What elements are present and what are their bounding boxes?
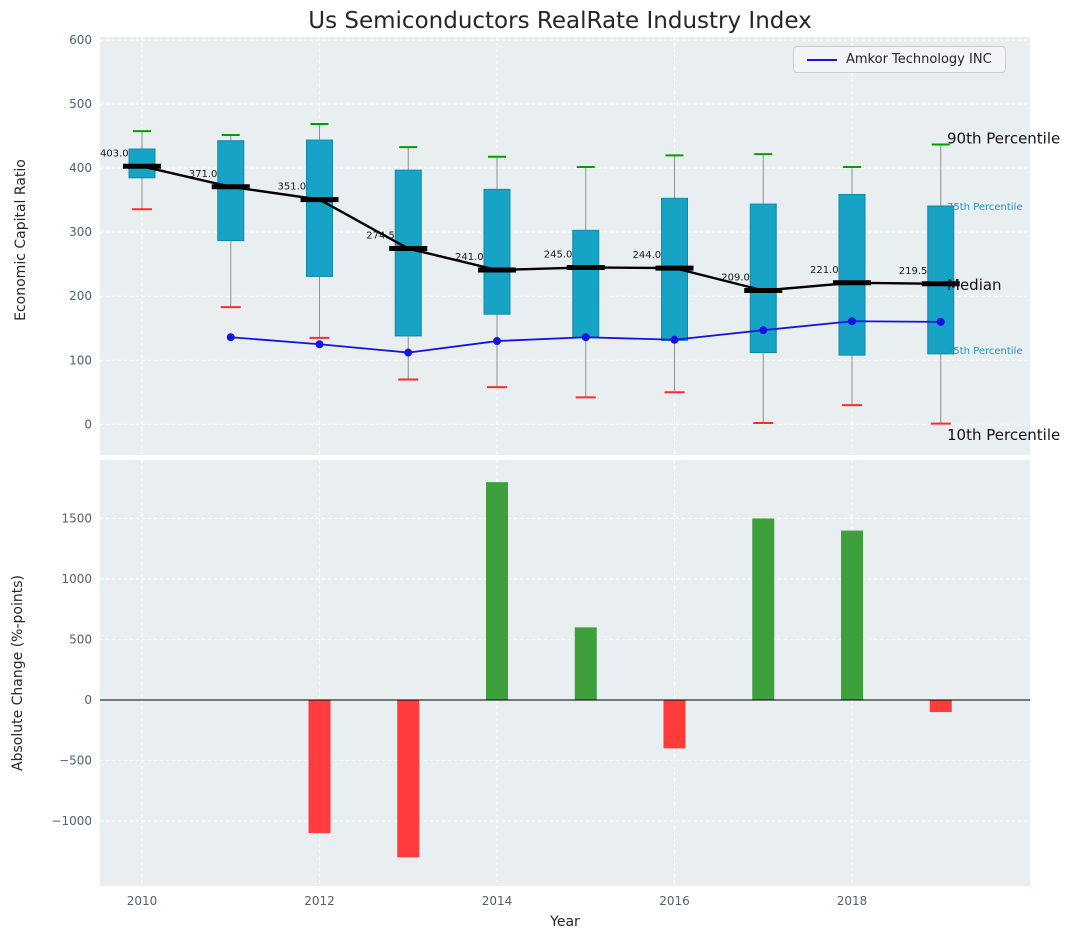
- change-bar: [841, 530, 863, 700]
- xtick-label: 2010: [127, 894, 158, 908]
- xtick-label: 2014: [482, 894, 513, 908]
- amkor-point: [226, 333, 235, 342]
- iqr-box: [483, 188, 511, 315]
- xtick-label: 2016: [659, 894, 690, 908]
- iqr-box: [217, 140, 245, 242]
- bottom-ytick-label: 0: [84, 693, 92, 707]
- top-ytick-label: 200: [69, 289, 92, 303]
- median-value-label: 245.0: [544, 249, 573, 260]
- top-panel-bg: [100, 37, 1030, 455]
- bottom-ytick-label: 500: [69, 632, 92, 646]
- top-ytick-label: 0: [84, 417, 92, 431]
- median-value-label: 371.0: [189, 169, 218, 180]
- change-bar: [397, 699, 420, 858]
- top-y-axis-label: Economic Capital Ratio: [13, 159, 29, 321]
- iqr-box: [927, 205, 955, 355]
- bottom-panel-bg: [100, 460, 1030, 886]
- median-value-label: 403.0: [100, 148, 129, 159]
- iqr-box: [838, 193, 866, 356]
- percentile-label: 75th Percentile: [947, 202, 1023, 213]
- legend-line-sample: [807, 58, 837, 61]
- percentile-label: 90th Percentile: [947, 130, 1060, 148]
- bottom-ytick-label: 1500: [61, 511, 92, 525]
- amkor-point: [670, 335, 679, 344]
- change-bar: [486, 482, 508, 700]
- median-value-label: 351.0: [278, 182, 307, 193]
- top-ytick-label: 500: [69, 97, 92, 111]
- change-bar: [574, 627, 597, 700]
- amkor-point: [936, 317, 945, 326]
- iqr-box: [572, 229, 600, 338]
- top-ytick-label: 600: [69, 33, 92, 47]
- bottom-ytick-label: 1000: [61, 572, 92, 586]
- top-ytick-label: 100: [69, 353, 92, 367]
- percentile-label: 10th Percentile: [947, 426, 1060, 444]
- amkor-point: [581, 333, 590, 342]
- bottom-ytick-label: −1000: [51, 814, 92, 828]
- xtick-label: 2018: [837, 894, 868, 908]
- change-bar: [663, 699, 686, 749]
- top-ytick-label: 300: [69, 225, 92, 239]
- change-bar: [308, 699, 331, 834]
- iqr-box: [394, 169, 422, 337]
- top-ytick-label: 400: [69, 161, 92, 175]
- iqr-box: [306, 139, 333, 277]
- percentile-label: Median: [947, 276, 1002, 294]
- median-value-label: 221.0: [810, 265, 839, 276]
- median-value-label: 244.0: [633, 250, 662, 261]
- median-value-label: 219.5: [899, 266, 928, 277]
- chart-title: Us Semiconductors RealRate Industry Inde…: [308, 8, 812, 34]
- bottom-ytick-label: −500: [59, 753, 92, 767]
- percentile-label: 25th Percentile: [947, 346, 1023, 357]
- amkor-point: [315, 340, 324, 349]
- amkor-point: [848, 317, 856, 326]
- median-trend-line: [141, 165, 941, 292]
- median-value-label: 241.0: [455, 252, 484, 263]
- median-value-label: 209.0: [721, 272, 750, 283]
- iqr-box: [128, 148, 156, 179]
- change-bar: [752, 518, 775, 700]
- median-value-label: 274.5: [366, 231, 395, 242]
- amkor-point: [493, 337, 501, 346]
- legend-label: Amkor Technology INC: [846, 52, 992, 67]
- amkor-point: [759, 326, 768, 335]
- x-axis-label: Year: [549, 914, 580, 930]
- change-bar: [929, 699, 952, 713]
- xtick-label: 2012: [304, 894, 335, 908]
- plots: 403.0 371.0 351.0 274.5 241.0 245.0 244.0 209.0…: [51, 33, 1060, 908]
- amkor-point: [404, 348, 413, 357]
- legend: Amkor Technology INC: [793, 46, 1006, 73]
- bottom-y-axis-label: Absolute Change (%-points): [10, 575, 26, 771]
